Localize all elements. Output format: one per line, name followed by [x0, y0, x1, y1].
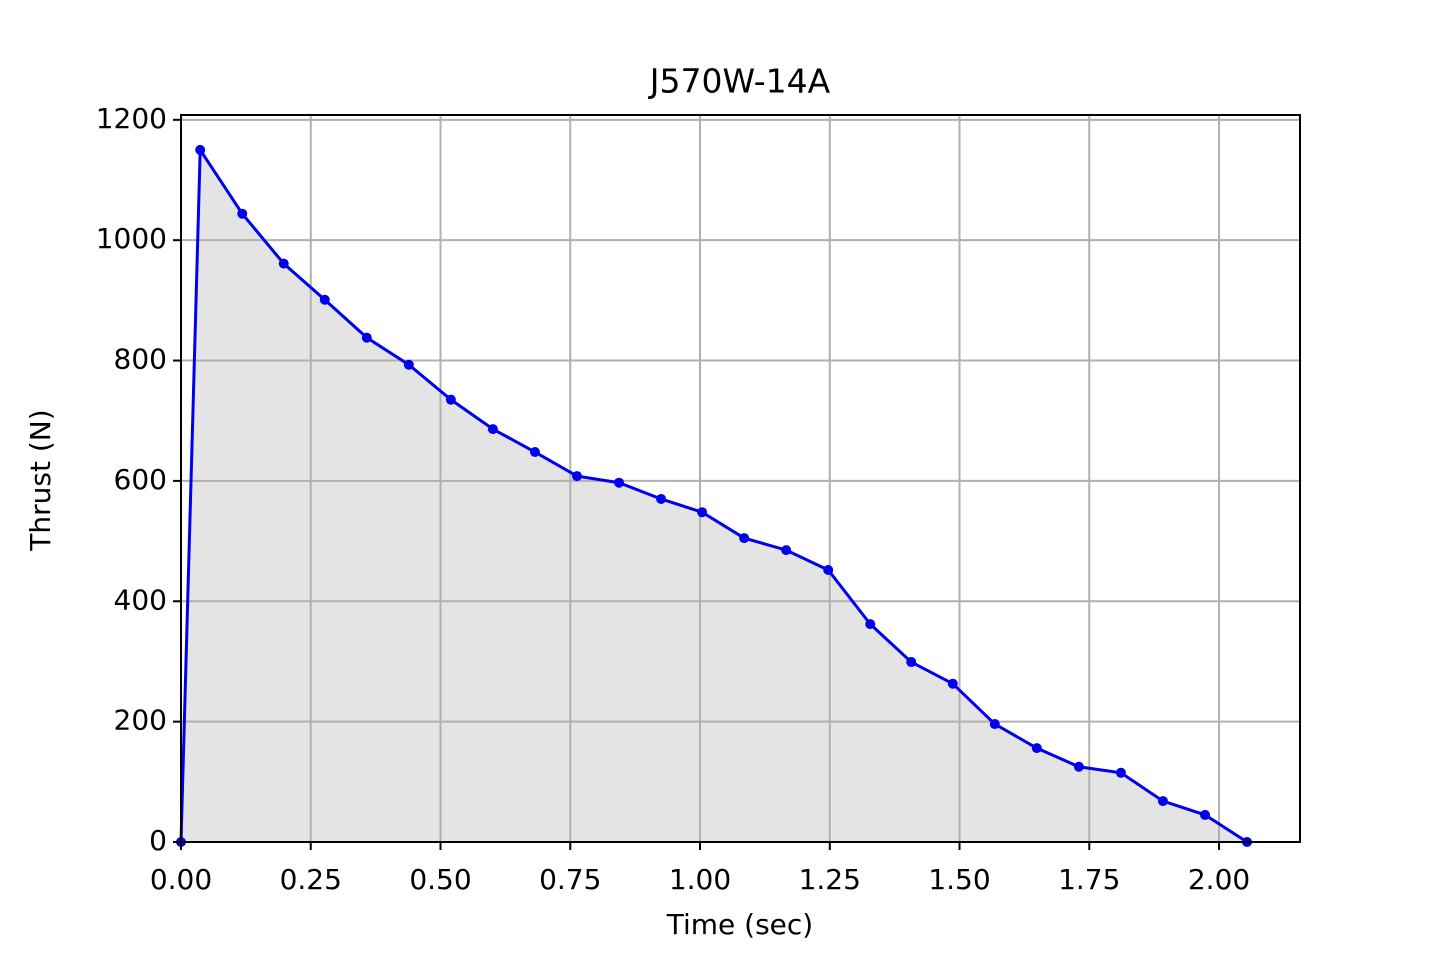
marker [1200, 809, 1211, 820]
marker [1115, 767, 1126, 778]
marker [529, 447, 540, 458]
x-tick-label: 0.00 [150, 863, 212, 896]
marker [319, 294, 330, 305]
marker [739, 533, 750, 544]
marker [237, 208, 248, 219]
y-tick-label: 400 [114, 583, 167, 616]
marker [572, 471, 583, 482]
marker [865, 619, 876, 630]
marker [195, 144, 206, 155]
x-tick-label: 1.00 [669, 863, 731, 896]
y-tick-label: 1000 [96, 222, 167, 255]
x-tick-label: 1.50 [928, 863, 990, 896]
marker [487, 424, 498, 435]
marker [823, 564, 834, 575]
marker [906, 657, 917, 668]
marker [656, 493, 667, 504]
marker [614, 477, 625, 488]
y-tick-label: 0 [149, 824, 167, 857]
chart-title: J570W-14A [648, 62, 831, 101]
x-tick-label: 0.75 [539, 863, 601, 896]
x-tick-label: 1.75 [1058, 863, 1120, 896]
marker [403, 359, 414, 370]
x-tick-label: 0.50 [409, 863, 471, 896]
area-fill [181, 149, 1248, 842]
plot-frame [180, 114, 1301, 843]
x-tick-label: 0.25 [280, 863, 342, 896]
marker [278, 258, 289, 269]
y-axis-label: Thrust (N) [24, 409, 57, 551]
marker [697, 507, 708, 518]
x-tick-label: 2.00 [1188, 863, 1250, 896]
marker [781, 545, 792, 556]
marker [1073, 761, 1084, 772]
x-tick-label: 1.25 [799, 863, 861, 896]
marker [989, 719, 1000, 730]
y-tick-label: 200 [114, 704, 167, 737]
marker [361, 332, 372, 343]
y-tick-label: 800 [114, 343, 167, 376]
x-axis-label: Time (sec) [666, 908, 813, 941]
marker [947, 678, 958, 689]
y-tick-label: 600 [114, 463, 167, 496]
marker [1157, 796, 1168, 807]
y-tick-label: 1200 [96, 102, 167, 135]
marker [1031, 743, 1042, 754]
marker [445, 394, 456, 405]
